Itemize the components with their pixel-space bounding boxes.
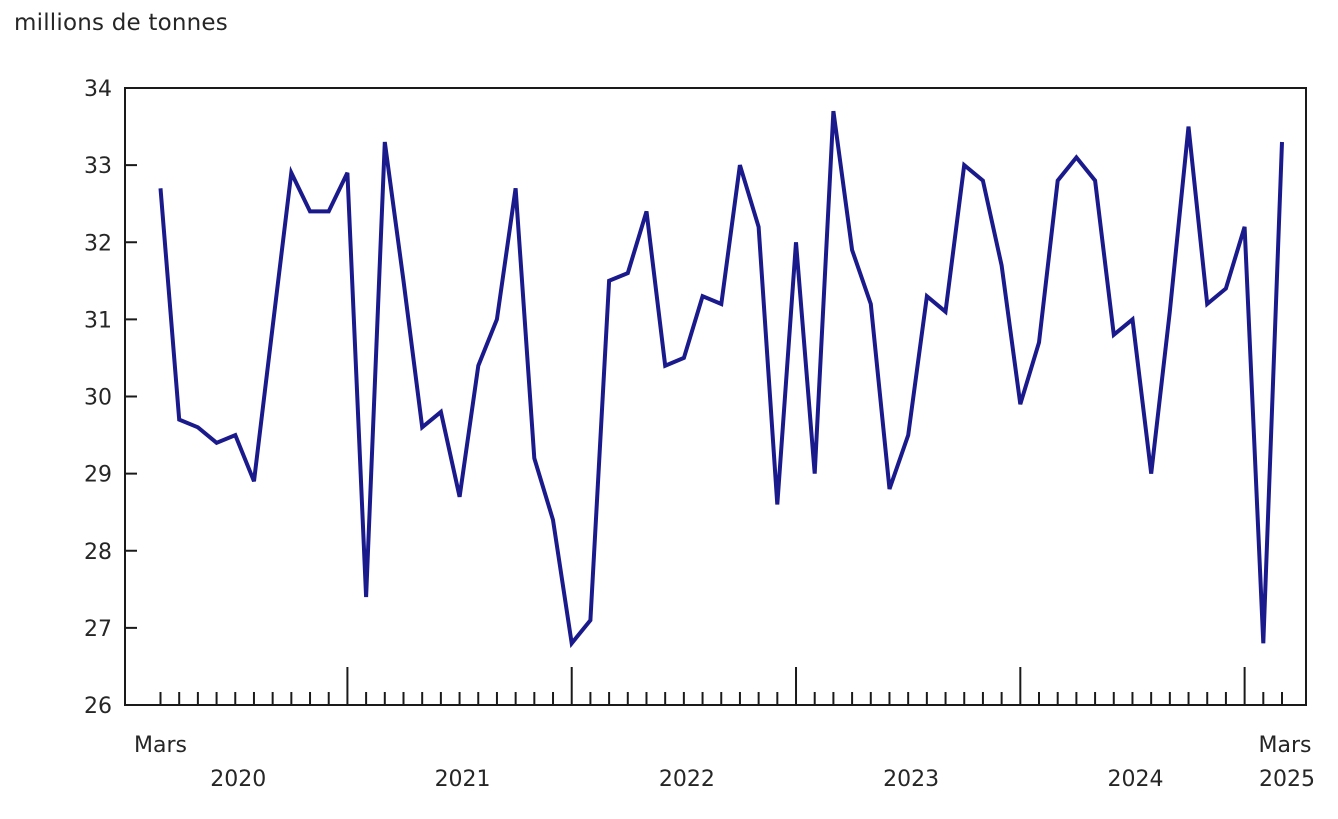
x-axis-year-label: 2022 <box>659 767 715 792</box>
x-axis-year-label: 2024 <box>1107 767 1163 792</box>
x-axis-year-label: 2023 <box>883 767 939 792</box>
y-axis-label: 31 <box>84 308 112 333</box>
x-axis-year-label: 2020 <box>210 767 266 792</box>
tonnage-data-line <box>158 110 1284 649</box>
y-axis-label: 32 <box>84 231 112 256</box>
y-axis-label: 33 <box>84 154 112 179</box>
x-axis-start-month-label: Mars <box>134 733 187 758</box>
x-axis-end-month-label: Mars <box>1259 733 1312 758</box>
y-axis-label: 30 <box>84 386 112 411</box>
y-axis-label: 26 <box>84 694 112 719</box>
plot-frame <box>124 87 1307 706</box>
y-axis-unit-title: millions de tonnes <box>14 10 228 36</box>
y-axis-label: 28 <box>84 540 112 565</box>
y-axis-label: 34 <box>84 77 112 102</box>
x-axis-end-year-label: 2025 <box>1259 767 1315 792</box>
x-axis-year-label: 2021 <box>435 767 491 792</box>
y-axis-label: 27 <box>84 617 112 642</box>
y-axis-label: 29 <box>84 463 112 488</box>
